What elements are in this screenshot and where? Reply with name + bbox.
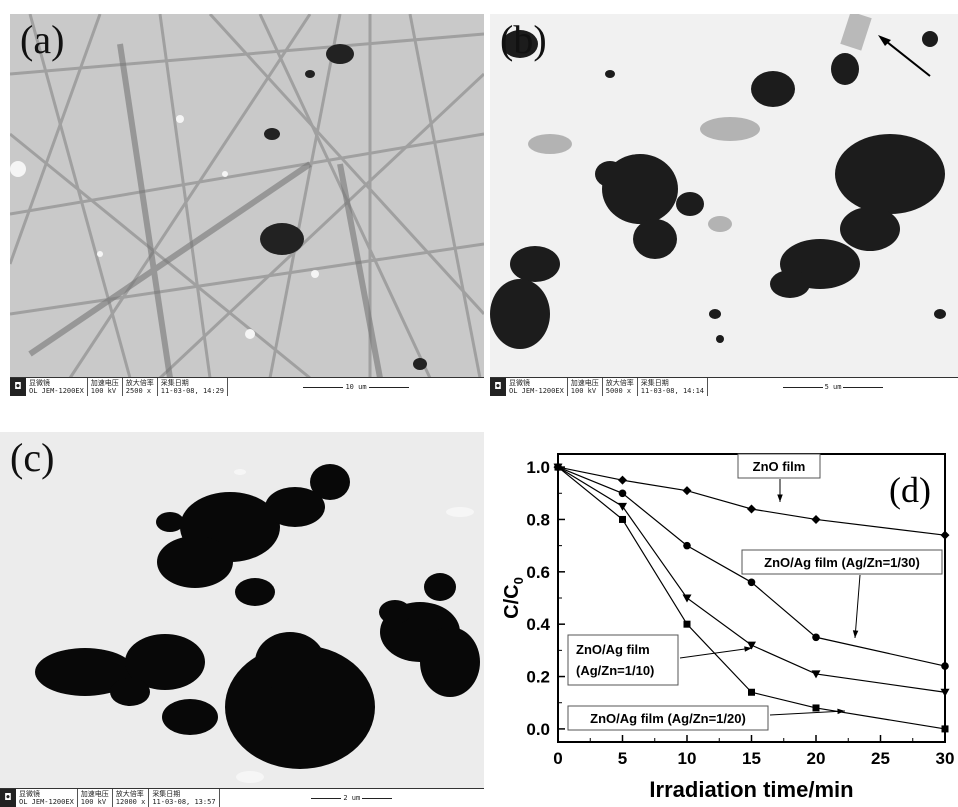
x-tick-label: 25	[871, 749, 890, 768]
aggregate-texture	[35, 464, 480, 783]
degradation-chart: 0 5 10 15 20 25 30 0.0 0.2 0.4 0.6 0.8 1.0 Irradiatio…	[490, 432, 958, 807]
y-tick-label: 0.8	[526, 510, 550, 529]
annotation-arrow	[854, 574, 861, 639]
data-point	[811, 514, 821, 524]
panel-label-b: (b)	[500, 17, 547, 62]
voltage-info: 加速电压 100 kV	[88, 378, 123, 396]
data-point	[618, 475, 627, 485]
data-point	[618, 489, 627, 498]
series-line	[557, 466, 946, 536]
annotation-label: ZnO/Ag film (Ag/Zn=1/20)	[590, 711, 746, 726]
y-tick-label: 1.0	[526, 458, 550, 477]
y-tick-label: 0.0	[526, 720, 550, 739]
y-axis-label-subscript: 0	[511, 577, 526, 584]
instrument-logo-icon: ◘	[10, 378, 26, 396]
annotation-label: ZnO film	[753, 459, 806, 474]
y-tick-label: 0.6	[526, 563, 550, 582]
y-axis-label: C/C0	[501, 577, 526, 619]
annotation-box	[567, 705, 769, 731]
tem-metadata-bar-a: ◘ 显微镜 OL JEM-1200EX 加速电压 100 kV 放大倍率 2500 x…	[10, 377, 484, 396]
date-info: 采集日期 11-03-08, 14:14	[638, 378, 709, 396]
scale-bar: 2 um	[220, 789, 484, 807]
panel-label-a: (a)	[20, 17, 65, 62]
series-line	[557, 466, 946, 693]
data-point	[683, 620, 691, 628]
annotation-arrow	[769, 710, 846, 716]
data-point	[618, 502, 627, 511]
x-tick-label: 0	[553, 749, 562, 768]
annotation-arrowhead	[852, 630, 859, 638]
nanowire-texture	[10, 14, 484, 380]
instrument-logo-icon: ◘	[490, 378, 506, 396]
scale-bar: 5 um	[708, 378, 958, 396]
y-tick-label: 0.2	[526, 668, 550, 687]
tem-image-c: (c) ◘ 显微镜 OL JEM-1200EX 加速电压 100 kV 放大倍率 12…	[0, 432, 484, 807]
data-point	[941, 725, 949, 733]
data-point	[682, 594, 692, 603]
annotation-arrowhead	[777, 494, 783, 502]
data-point	[682, 486, 692, 496]
voltage-info: 加速电压 100 kV	[568, 378, 603, 396]
x-tick-label: 20	[807, 749, 826, 768]
date-info: 采集日期 11-03-08, 14:29	[158, 378, 229, 396]
magnification-info: 放大倍率 12000 x	[113, 789, 150, 807]
scale-bar: 10 um	[228, 378, 484, 396]
annotation-box	[737, 453, 821, 479]
data-point	[619, 515, 626, 523]
data-point	[747, 578, 756, 587]
annotation-arrowhead	[744, 646, 752, 652]
chart-svg: 0 5 10 15 20 25 30 0.0 0.2 0.4 0.6 0.8 1.0 Irradiatio…	[501, 453, 955, 802]
data-point	[941, 662, 949, 670]
microscope-info: 显微镜 OL JEM-1200EX	[506, 378, 568, 396]
x-tick-label: 15	[742, 749, 761, 768]
instrument-logo-icon: ◘	[0, 789, 16, 807]
data-point	[811, 670, 821, 679]
data-point	[683, 541, 691, 550]
annotation-label: (Ag/Zn=1/10)	[576, 663, 654, 678]
y-tick-label: 0.4	[526, 615, 550, 634]
data-point	[747, 641, 756, 650]
data-point	[812, 704, 820, 712]
date-info: 采集日期 11-03-08, 13:57	[149, 789, 220, 807]
tem-image-b: (b) ◘ 显微镜 OL JEM-1200EX 加速电压 100 kV 放大倍率 50…	[490, 14, 958, 396]
x-tick-label: 30	[936, 749, 955, 768]
x-axis-label: Irradiation time/min	[649, 777, 853, 802]
microscope-info: 显微镜 OL JEM-1200EX	[16, 789, 78, 807]
data-point	[940, 530, 950, 540]
tem-metadata-bar-b: ◘ 显微镜 OL JEM-1200EX 加速电压 100 kV 放大倍率 5000 x…	[490, 377, 958, 396]
x-tick-label: 10	[678, 749, 697, 768]
tem-image-a: (a) ◘ 显微镜 OL JEM-1200EX 加速电压 100 kV 放大倍率 25…	[10, 14, 484, 396]
data-point	[812, 633, 820, 642]
voltage-info: 加速电压 100 kV	[78, 789, 113, 807]
particle-texture	[490, 14, 946, 349]
annotation-arrowhead	[837, 708, 845, 715]
tem-metadata-bar-c: ◘ 显微镜 OL JEM-1200EX 加速电压 100 kV 放大倍率 12000 …	[0, 788, 484, 807]
magnification-info: 放大倍率 2500 x	[123, 378, 158, 396]
data-point	[747, 504, 756, 514]
panel-label-d: (d)	[889, 470, 931, 510]
data-point	[940, 688, 950, 697]
data-point	[748, 688, 755, 696]
panel-label-c: (c)	[10, 435, 55, 480]
annotation-label: ZnO/Ag film	[576, 642, 650, 657]
annotation-box	[567, 634, 679, 686]
magnification-info: 放大倍率 5000 x	[603, 378, 638, 396]
annotation-box	[741, 549, 943, 575]
annotation-arrow	[679, 647, 753, 659]
x-tick-label: 5	[618, 749, 627, 768]
plot-frame	[557, 453, 946, 743]
arrow-indicator	[881, 37, 931, 77]
annotation-label: ZnO/Ag film (Ag/Zn=1/30)	[764, 555, 920, 570]
series-line	[557, 466, 946, 667]
data-point	[554, 463, 562, 471]
microscope-info: 显微镜 OL JEM-1200EX	[26, 378, 88, 396]
